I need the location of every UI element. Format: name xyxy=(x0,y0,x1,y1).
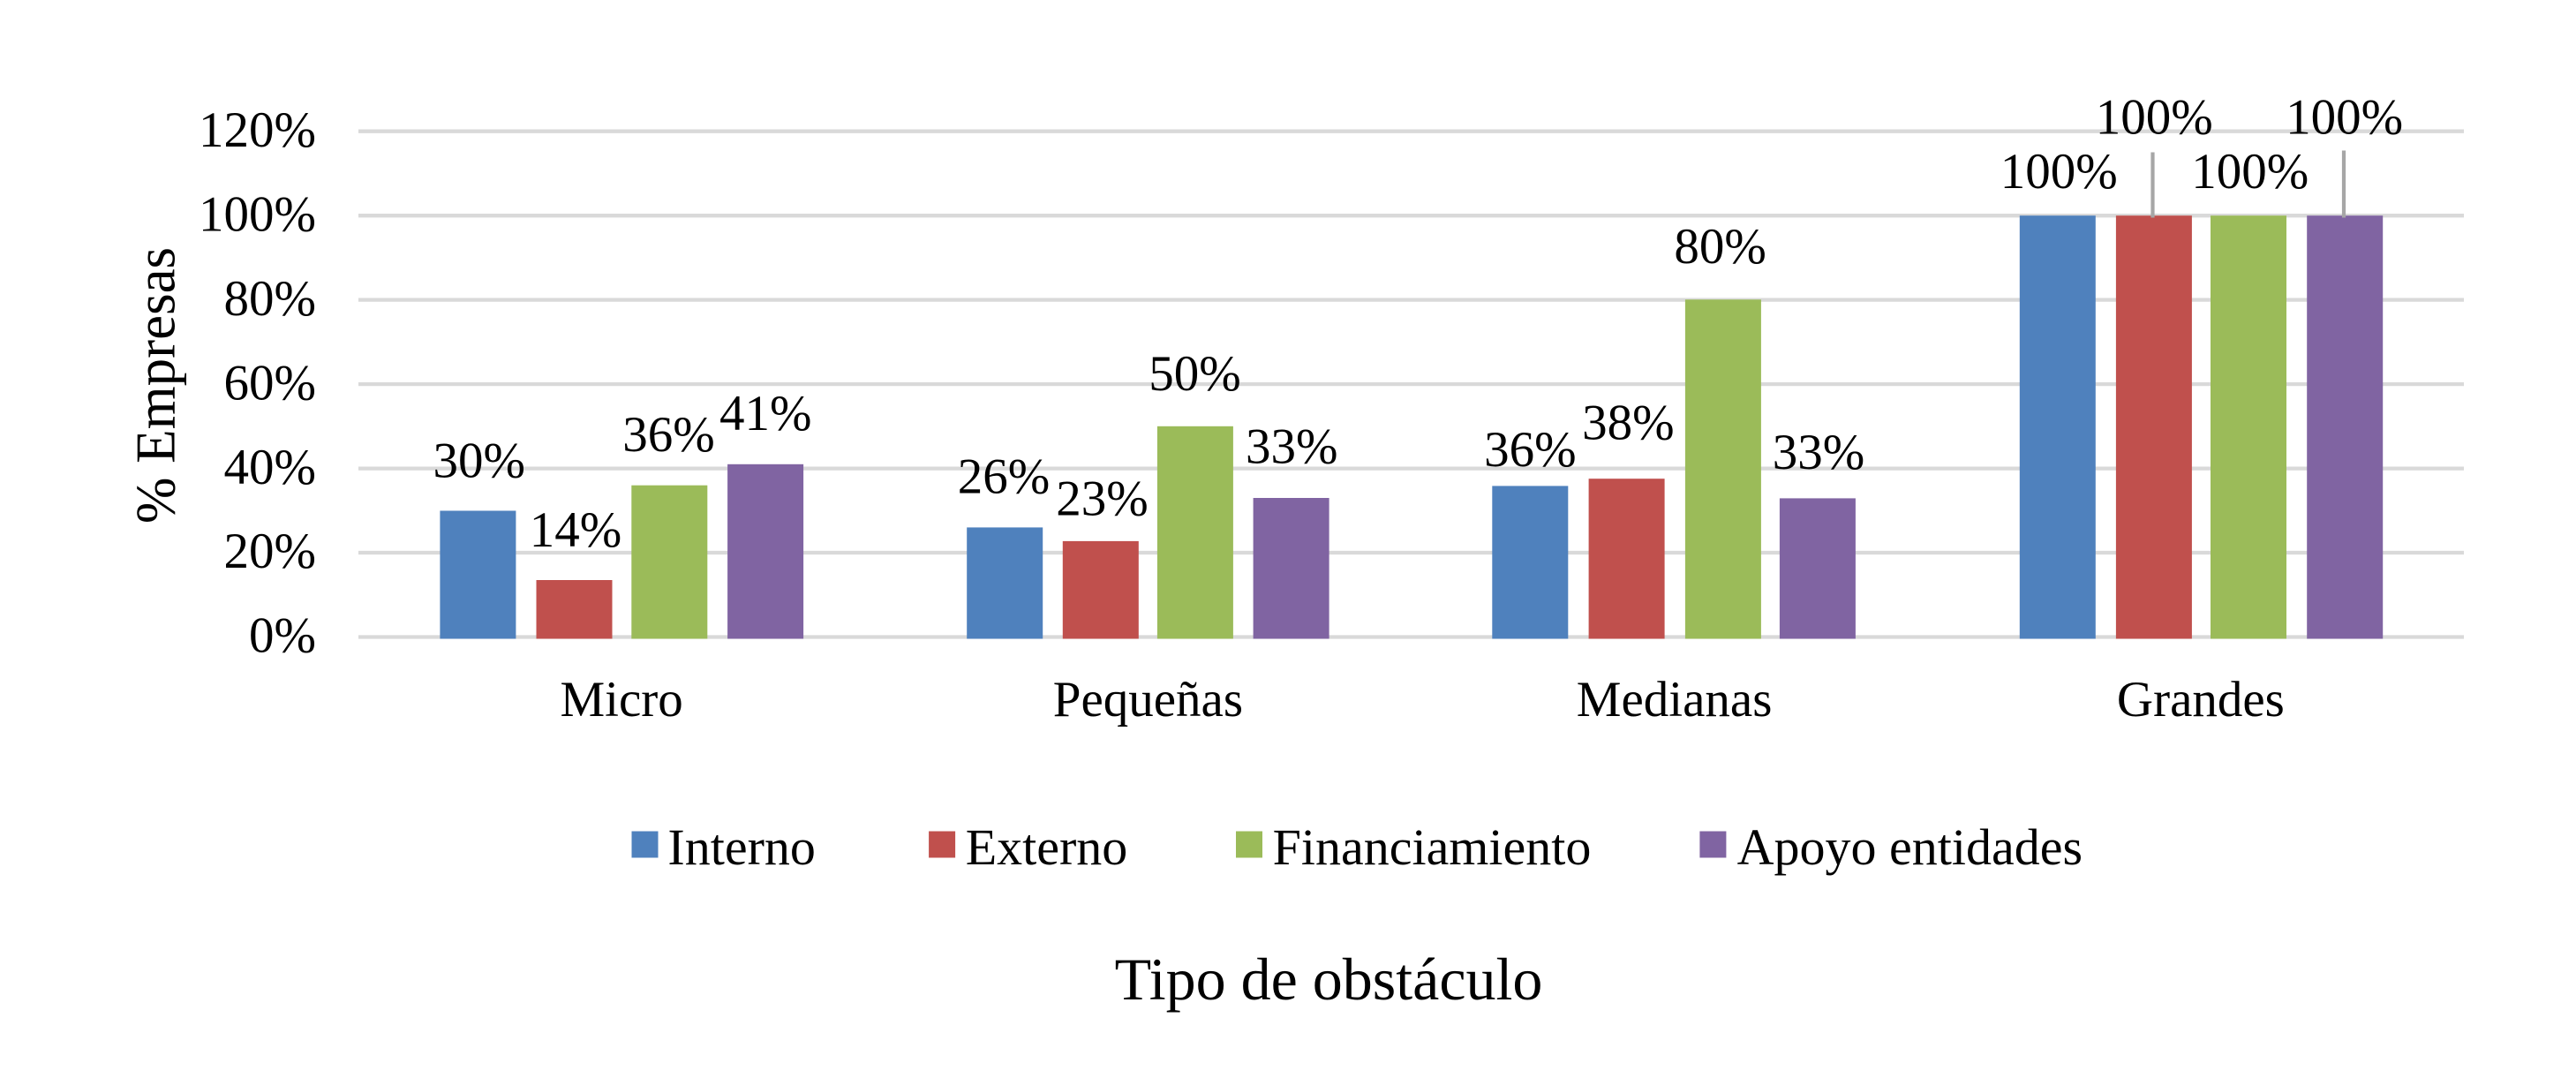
svg-text:36%: 36% xyxy=(1484,422,1576,478)
svg-text:0%: 0% xyxy=(249,608,316,664)
svg-text:Interno: Interno xyxy=(667,818,816,876)
svg-text:41%: 41% xyxy=(719,386,811,441)
svg-text:Medianas: Medianas xyxy=(1577,672,1773,727)
svg-text:100%: 100% xyxy=(2286,90,2403,146)
svg-text:Micro: Micro xyxy=(560,672,682,727)
svg-text:Apoyo entidades: Apoyo entidades xyxy=(1737,818,2083,876)
svg-text:80%: 80% xyxy=(224,271,316,327)
svg-text:26%: 26% xyxy=(958,449,1050,504)
svg-text:33%: 33% xyxy=(1246,418,1337,474)
svg-text:80%: 80% xyxy=(1674,219,1766,275)
svg-text:20%: 20% xyxy=(224,524,316,579)
svg-text:Externo: Externo xyxy=(966,818,1128,876)
svg-text:14%: 14% xyxy=(530,502,621,558)
svg-text:100%: 100% xyxy=(2000,144,2118,200)
svg-text:Financiamiento: Financiamiento xyxy=(1273,818,1592,876)
svg-text:36%: 36% xyxy=(622,407,714,463)
svg-text:38%: 38% xyxy=(1582,396,1674,451)
svg-text:% Empresas: % Empresas xyxy=(125,247,187,524)
svg-text:33%: 33% xyxy=(1773,425,1864,480)
svg-text:120%: 120% xyxy=(199,102,316,158)
svg-text:Tipo de obstáculo: Tipo de obstáculo xyxy=(1115,946,1543,1013)
svg-text:60%: 60% xyxy=(224,355,316,411)
svg-text:100%: 100% xyxy=(2191,144,2309,200)
svg-text:Pequeñas: Pequeñas xyxy=(1053,672,1243,727)
svg-text:50%: 50% xyxy=(1149,346,1240,402)
svg-text:23%: 23% xyxy=(1056,471,1148,527)
svg-text:40%: 40% xyxy=(224,440,316,495)
svg-text:100%: 100% xyxy=(199,186,316,242)
svg-text:Grandes: Grandes xyxy=(2117,672,2285,727)
svg-text:100%: 100% xyxy=(2096,90,2213,146)
svg-text:30%: 30% xyxy=(433,433,524,489)
